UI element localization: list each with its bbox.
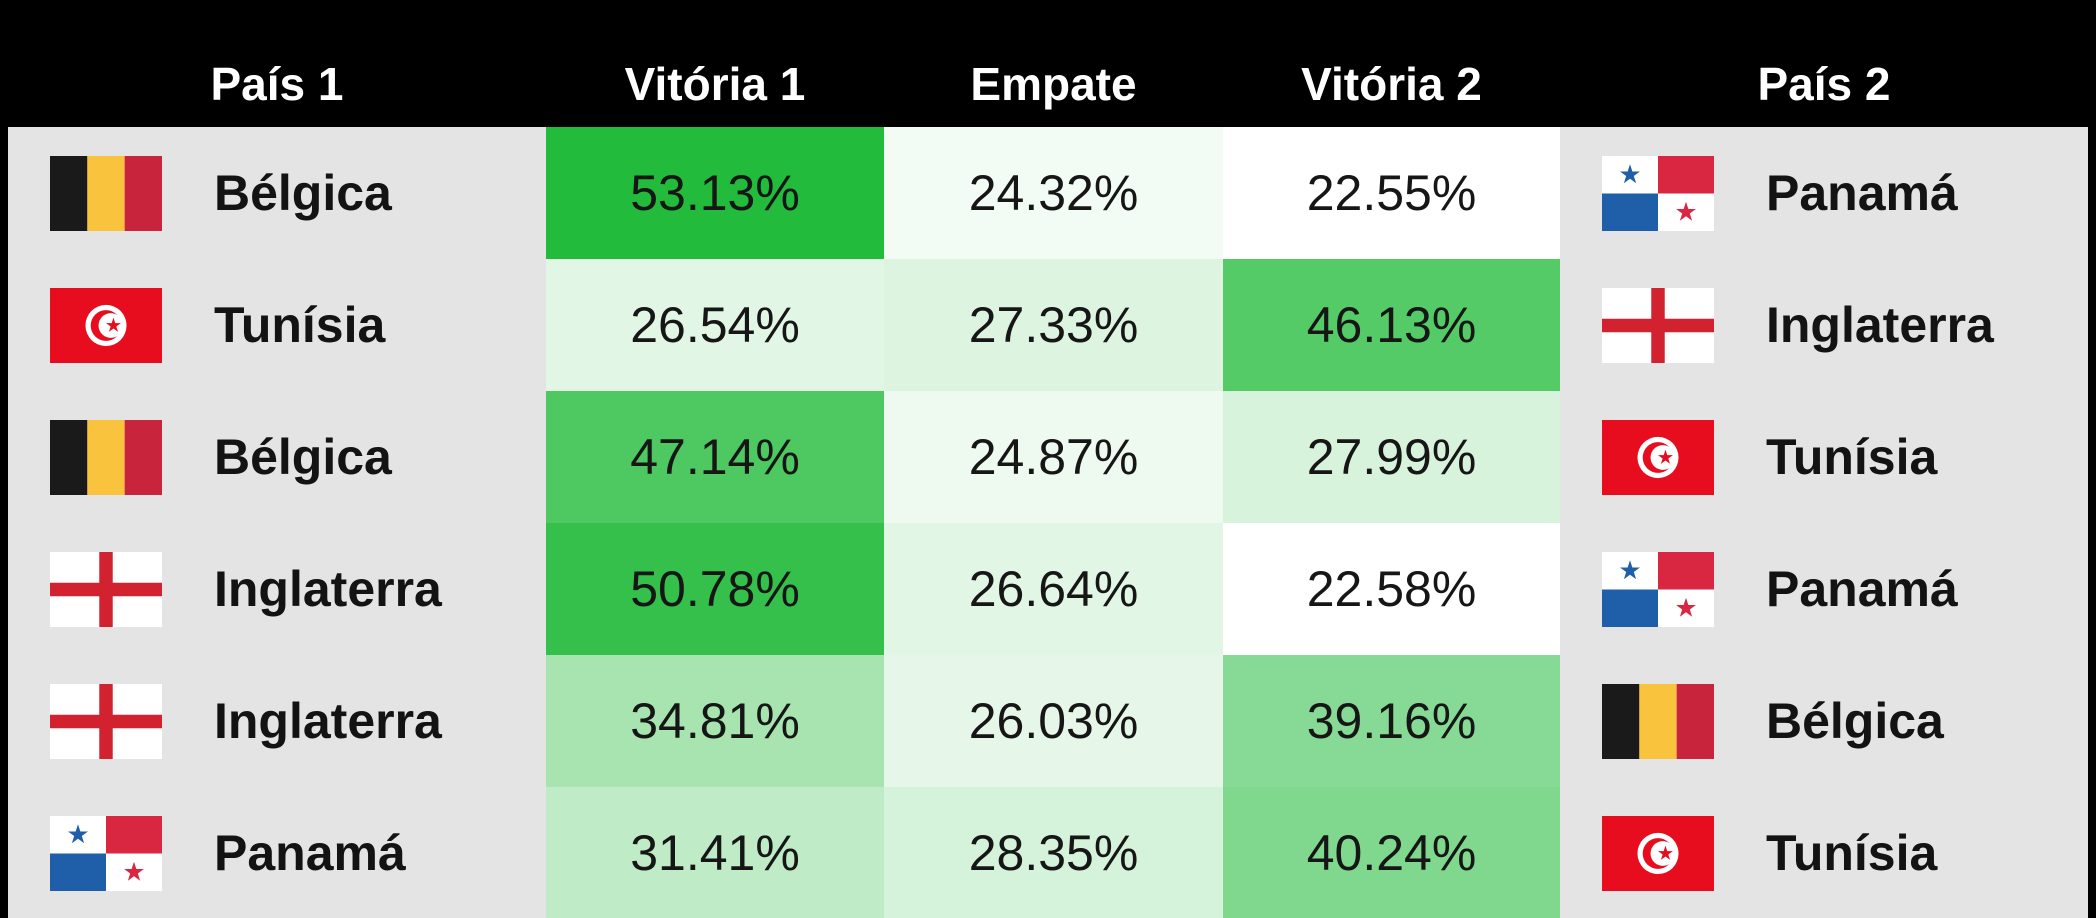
vitoria-2-cell: 40.24% — [1223, 787, 1560, 918]
header-empate: Empate — [970, 58, 1137, 110]
flag-tunisia-icon — [50, 287, 162, 363]
empate-cell: 27.33% — [884, 259, 1223, 391]
country-cell-1: Panamá — [8, 787, 546, 918]
vitoria-1-cell: 47.14% — [546, 391, 884, 523]
table-row: Bélgica 47.14% 24.87% 27.99% Tunísia — [8, 391, 2088, 523]
empate-cell: 24.87% — [884, 391, 1223, 523]
country-cell-1: Bélgica — [8, 391, 546, 523]
flag-belgium-icon — [50, 419, 162, 495]
vitoria-1-cell: 31.41% — [546, 787, 884, 918]
country-1-name: Bélgica — [214, 429, 392, 485]
table-body: Bélgica 53.13% 24.32% 22.55% Panamá Tuní… — [8, 127, 2088, 918]
empate-cell: 26.03% — [884, 655, 1223, 787]
table-row: Tunísia 26.54% 27.33% 46.13% Inglaterra — [8, 259, 2088, 391]
country-cell-1: Inglaterra — [8, 655, 546, 787]
header-pais-1: País 1 — [210, 58, 344, 110]
country-1-name: Panamá — [214, 825, 406, 881]
table-header: País 1 Vitória 1 Empate Vitória 2 País 2 — [0, 0, 2096, 127]
country-cell-2: Tunísia — [1560, 787, 2088, 918]
country-cell-1: Inglaterra — [8, 523, 546, 655]
flag-panama-icon — [1602, 155, 1714, 231]
country-2-name: Tunísia — [1766, 429, 1938, 485]
table-row: Bélgica 53.13% 24.32% 22.55% Panamá — [8, 127, 2088, 259]
country-2-name: Inglaterra — [1766, 297, 1994, 353]
country-1-name: Bélgica — [214, 165, 392, 221]
flag-belgium-icon — [50, 155, 162, 231]
flag-england-icon — [1602, 287, 1714, 363]
flag-england-icon — [50, 551, 162, 627]
vitoria-1-cell: 53.13% — [546, 127, 884, 259]
country-1-name: Inglaterra — [214, 561, 442, 617]
country-2-name: Bélgica — [1766, 693, 1944, 749]
vitoria-1-cell: 34.81% — [546, 655, 884, 787]
table-row: Panamá 31.41% 28.35% 40.24% Tunísia — [8, 787, 2088, 918]
flag-england-icon — [50, 683, 162, 759]
vitoria-2-cell: 39.16% — [1223, 655, 1560, 787]
vitoria-1-cell: 26.54% — [546, 259, 884, 391]
empate-cell: 24.32% — [884, 127, 1223, 259]
country-cell-2: Panamá — [1560, 523, 2088, 655]
vitoria-1-cell: 50.78% — [546, 523, 884, 655]
empate-cell: 26.64% — [884, 523, 1223, 655]
country-cell-1: Tunísia — [8, 259, 546, 391]
country-1-name: Inglaterra — [214, 693, 442, 749]
vitoria-2-cell: 27.99% — [1223, 391, 1560, 523]
header-vitoria-1: Vitória 1 — [624, 58, 806, 110]
vitoria-2-cell: 22.58% — [1223, 523, 1560, 655]
country-cell-1: Bélgica — [8, 127, 546, 259]
header-pais-2: País 2 — [1757, 58, 1891, 110]
country-2-name: Panamá — [1766, 561, 1958, 617]
flag-panama-icon — [50, 815, 162, 891]
country-cell-2: Inglaterra — [1560, 259, 2088, 391]
flag-tunisia-icon — [1602, 815, 1714, 891]
country-cell-2: Bélgica — [1560, 655, 2088, 787]
vitoria-2-cell: 22.55% — [1223, 127, 1560, 259]
country-2-name: Panamá — [1766, 165, 1958, 221]
country-1-name: Tunísia — [214, 297, 386, 353]
table-row: Inglaterra 50.78% 26.64% 22.58% Panamá — [8, 523, 2088, 655]
flag-panama-icon — [1602, 551, 1714, 627]
country-cell-2: Panamá — [1560, 127, 2088, 259]
flag-tunisia-icon — [1602, 419, 1714, 495]
country-cell-2: Tunísia — [1560, 391, 2088, 523]
header-vitoria-2: Vitória 2 — [1301, 58, 1482, 110]
table-row: Inglaterra 34.81% 26.03% 39.16% Bélgica — [8, 655, 2088, 787]
empate-cell: 28.35% — [884, 787, 1223, 918]
vitoria-2-cell: 46.13% — [1223, 259, 1560, 391]
flag-belgium-icon — [1602, 683, 1714, 759]
country-2-name: Tunísia — [1766, 825, 1938, 881]
